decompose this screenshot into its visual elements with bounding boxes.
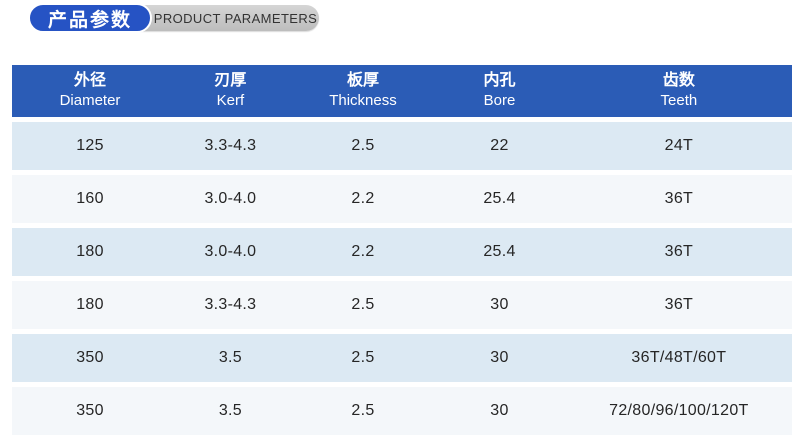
table-cell: 3.3-4.3	[204, 137, 257, 154]
table-cell: 350	[76, 402, 104, 419]
table-cell: 3.5	[218, 402, 242, 419]
column-header-zh: 内孔	[483, 72, 516, 89]
table-cell: 36T	[664, 243, 694, 260]
column-header-en: Bore	[483, 92, 516, 109]
table-cell: 36T/48T/60T	[631, 349, 727, 366]
column-header-thickness: 板厚 Thickness	[293, 65, 433, 117]
table-cell: 2.5	[351, 296, 375, 313]
table-cell: 3.5	[218, 349, 242, 366]
table-cell: 180	[76, 296, 104, 313]
title-chinese-label: 产品参数	[47, 9, 132, 31]
table-cell: 24T	[664, 137, 694, 154]
column-header-teeth: 齿数 Teeth	[566, 65, 792, 117]
table-cell: 22	[490, 137, 509, 154]
table-cell: 125	[76, 137, 104, 154]
table-cell: 2.2	[351, 243, 375, 260]
title-main-pill: 产品参数	[28, 3, 152, 33]
column-header-kerf: 刃厚 Kerf	[168, 65, 293, 117]
table-row: 350 3.5 2.5 30 36T/48T/60T	[12, 334, 792, 382]
table-cell: 30	[490, 402, 509, 419]
table-cell: 36T	[664, 190, 694, 207]
table-cell: 25.4	[483, 243, 516, 260]
table-cell: 2.5	[351, 137, 375, 154]
parameters-table: 外径 Diameter 刃厚 Kerf 板厚 Thickness 内孔 Bore…	[12, 65, 792, 435]
table-cell: 3.0-4.0	[204, 190, 257, 207]
table-row: 160 3.0-4.0 2.2 25.4 36T	[12, 175, 792, 223]
table-cell: 3.0-4.0	[204, 243, 257, 260]
table-cell: 2.5	[351, 402, 375, 419]
column-header-en: Diameter	[59, 92, 121, 109]
column-header-bore: 内孔 Bore	[433, 65, 566, 117]
table-cell: 2.2	[351, 190, 375, 207]
page-title-bar: PRODUCT PARAMETERS 产品参数	[0, 0, 800, 40]
table-cell: 180	[76, 243, 104, 260]
table-cell: 30	[490, 349, 509, 366]
column-header-zh: 刃厚	[214, 72, 247, 89]
table-row: 180 3.0-4.0 2.2 25.4 36T	[12, 228, 792, 276]
column-header-en: Thickness	[329, 92, 397, 109]
table-row: 125 3.3-4.3 2.5 22 24T	[12, 122, 792, 170]
table-row: 350 3.5 2.5 30 72/80/96/100/120T	[12, 387, 792, 435]
table-cell: 30	[490, 296, 509, 313]
table-cell: 3.3-4.3	[204, 296, 257, 313]
column-header-diameter: 外径 Diameter	[12, 65, 168, 117]
table-cell: 25.4	[483, 190, 516, 207]
column-header-zh: 外径	[73, 72, 106, 89]
table-cell: 36T	[664, 296, 694, 313]
column-header-zh: 板厚	[346, 72, 379, 89]
table-header-row: 外径 Diameter 刃厚 Kerf 板厚 Thickness 内孔 Bore…	[12, 65, 792, 117]
column-header-en: Kerf	[216, 92, 245, 109]
table-cell: 2.5	[351, 349, 375, 366]
column-header-en: Teeth	[660, 92, 698, 109]
title-english-label: PRODUCT PARAMETERS	[153, 10, 318, 26]
table-cell: 72/80/96/100/120T	[609, 402, 749, 419]
column-header-zh: 齿数	[662, 72, 695, 89]
table-cell: 350	[76, 349, 104, 366]
table-cell: 160	[76, 190, 104, 207]
table-row: 180 3.3-4.3 2.5 30 36T	[12, 281, 792, 329]
